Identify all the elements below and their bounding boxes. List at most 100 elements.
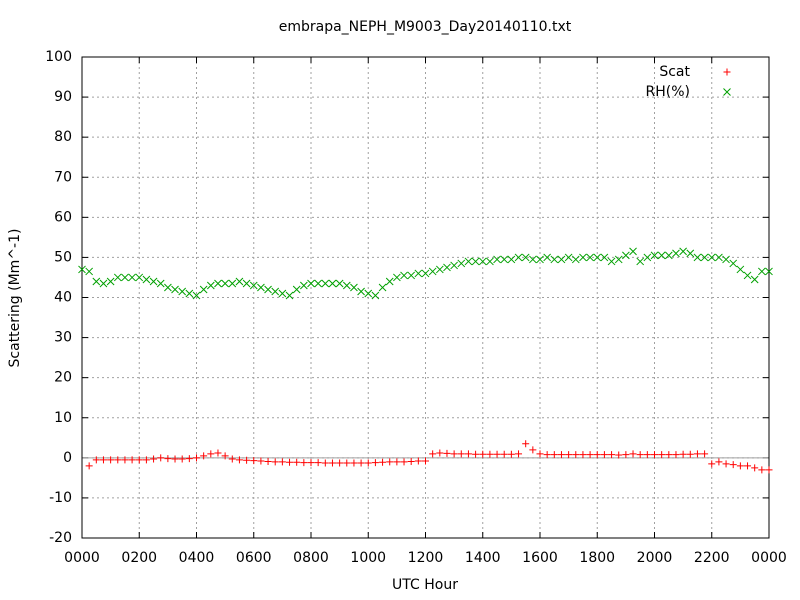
data-point — [199, 285, 208, 294]
data-point — [707, 253, 716, 262]
data-point — [214, 449, 222, 457]
data-point — [743, 271, 752, 280]
data-point — [278, 289, 287, 298]
data-point — [443, 449, 451, 457]
chart-title: embrapa_NEPH_M9003_Day20140110.txt — [279, 19, 572, 35]
data-point — [564, 253, 573, 262]
data-point — [543, 253, 552, 262]
data-point — [156, 279, 165, 288]
data-point — [550, 255, 559, 264]
data-point — [543, 451, 551, 459]
data-point — [178, 287, 187, 296]
y-tick-label: 0 — [63, 450, 72, 466]
data-point — [414, 457, 422, 465]
data-point — [622, 451, 630, 459]
data-point — [758, 466, 766, 474]
data-point — [171, 455, 179, 463]
y-tick-label: 80 — [54, 129, 72, 145]
data-point — [651, 451, 658, 459]
y-tick-label: -20 — [49, 530, 72, 546]
data-point — [593, 451, 601, 459]
data-point — [450, 261, 458, 270]
data-point — [214, 279, 222, 288]
data-point — [579, 253, 587, 262]
data-point — [299, 281, 308, 290]
data-point — [722, 255, 730, 264]
data-point — [135, 456, 143, 464]
data-point — [464, 257, 473, 266]
data-point — [271, 458, 279, 466]
data-point — [393, 273, 401, 282]
x-tick-label: 2200 — [694, 550, 730, 566]
data-point — [643, 253, 652, 262]
data-point — [371, 459, 379, 467]
data-point — [264, 285, 272, 294]
data-point — [679, 450, 687, 458]
legend-label: Scat — [659, 64, 690, 80]
data-point — [321, 459, 329, 467]
data-point — [357, 287, 365, 296]
plot-border — [81, 56, 770, 539]
x-tick-label: 0000 — [64, 550, 100, 566]
data-point — [478, 257, 487, 266]
data-point — [92, 277, 101, 286]
data-point — [507, 255, 516, 264]
data-point — [364, 289, 373, 298]
data-point — [700, 253, 709, 262]
data-point — [343, 459, 351, 467]
data-point — [293, 458, 301, 466]
data-point — [614, 255, 623, 264]
data-point — [450, 450, 458, 458]
y-tick-label: 100 — [45, 49, 72, 65]
data-point — [586, 451, 594, 459]
data-point — [664, 251, 673, 260]
data-point — [615, 451, 623, 459]
data-point — [121, 273, 129, 282]
data-point — [443, 263, 451, 272]
y-tick-label: 60 — [54, 209, 72, 225]
data-point — [185, 455, 193, 463]
y-tick-label: 10 — [54, 410, 72, 426]
data-point — [736, 462, 744, 470]
data-point — [285, 291, 294, 300]
x-tick-label: 2000 — [637, 550, 673, 566]
data-point — [142, 456, 150, 464]
data-point — [378, 283, 387, 292]
data-point — [557, 451, 565, 459]
x-tick-label: 0200 — [121, 550, 157, 566]
data-point — [607, 257, 616, 266]
data-point — [364, 459, 372, 467]
data-point — [529, 446, 537, 454]
data-point — [729, 259, 738, 268]
data-point — [328, 459, 336, 467]
data-point — [257, 283, 265, 292]
data-point — [643, 451, 651, 459]
data-point — [679, 247, 687, 256]
data-point — [507, 450, 515, 458]
data-point — [736, 265, 745, 274]
data-point — [750, 275, 759, 284]
x-tick-label: 1200 — [408, 550, 444, 566]
data-point — [242, 279, 251, 288]
data-point — [629, 247, 637, 256]
data-point — [157, 454, 165, 462]
data-point — [292, 285, 301, 294]
data-point — [658, 451, 666, 459]
y-tick-label: 40 — [54, 290, 72, 306]
data-point — [522, 440, 530, 448]
data-point — [78, 265, 86, 274]
data-point — [536, 450, 544, 458]
data-point — [701, 450, 709, 458]
data-point — [336, 459, 344, 467]
x-tick-label: 0000 — [751, 550, 787, 566]
data-point — [350, 459, 358, 467]
data-point — [235, 456, 243, 464]
data-point — [686, 450, 694, 458]
data-point — [249, 281, 258, 290]
data-point — [164, 283, 172, 292]
data-point — [221, 452, 229, 460]
data-point — [536, 255, 544, 264]
data-point — [386, 458, 394, 466]
data-point — [414, 269, 423, 278]
data-point — [435, 265, 444, 274]
